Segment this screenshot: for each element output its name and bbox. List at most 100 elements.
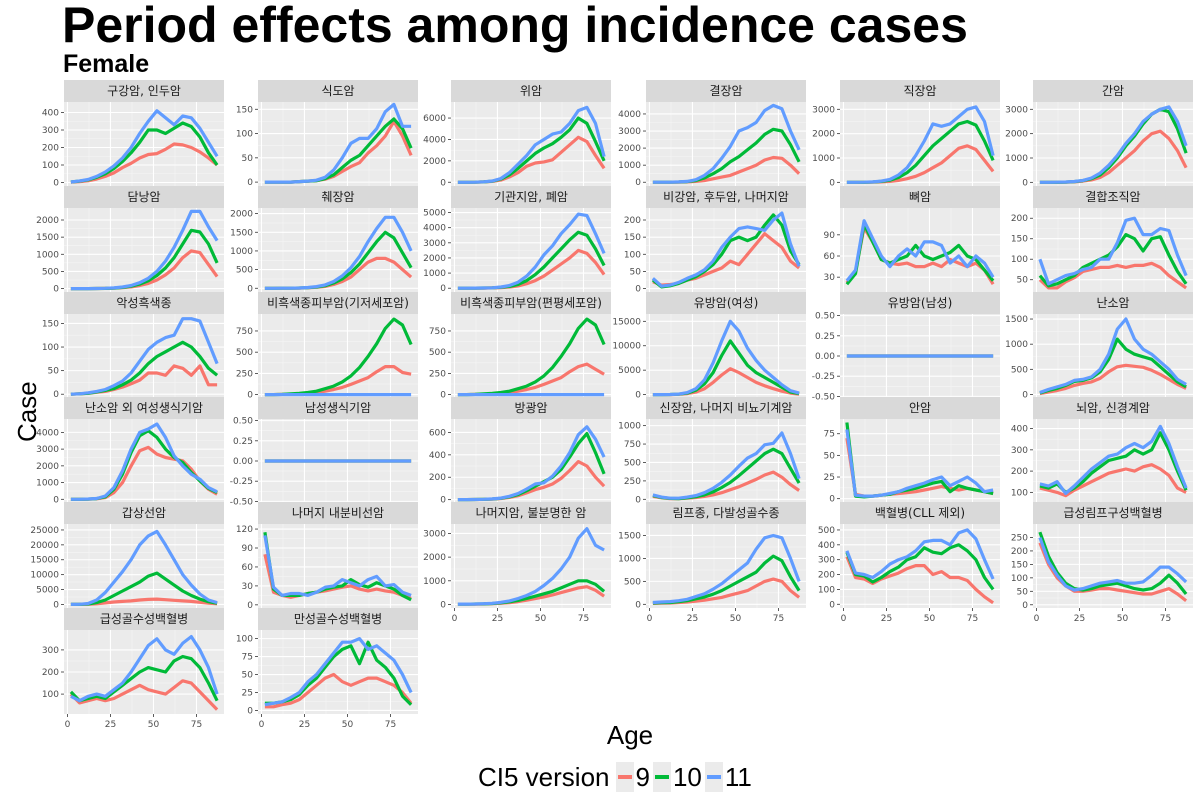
y-tick-label: 200 [1011, 547, 1028, 557]
y-tick-label: -0.50 [230, 497, 254, 507]
y-tick-label: 5000 [423, 209, 446, 219]
y-tick-label: 0 [440, 600, 446, 610]
y-tick-label: 250 [1011, 533, 1028, 543]
y-tick-label: 25000 [30, 526, 59, 536]
series-line-11 [264, 636, 413, 707]
series-line-11 [457, 105, 606, 184]
y-tick-label: 25 [242, 688, 253, 698]
legend-title: CI5 version [478, 761, 610, 792]
x-tick-label: 75 [578, 614, 589, 624]
facet-strip [451, 397, 611, 419]
panel-background [64, 524, 224, 608]
y-tick-label: 150 [1011, 560, 1028, 570]
facet-strip [840, 292, 1000, 314]
facet-panel: 갑상선암 0 5000 10000 15000 20000 25000 [30, 502, 224, 610]
y-tick-label: 0.50 [815, 312, 835, 322]
facet-panel: 기관지암, 폐암 0 1000 2000 3000 4000 5000 [423, 186, 611, 294]
y-tick-label: 750 [429, 327, 446, 337]
y-tick-label: 2000 [423, 254, 446, 264]
series-line-11 [70, 209, 219, 291]
panel-background [646, 102, 806, 186]
y-tick-label: 300 [818, 556, 835, 566]
y-tick-label: 500 [42, 267, 59, 277]
y-tick-label: 150 [1011, 235, 1028, 245]
y-tick-label: 15000 [612, 317, 641, 327]
y-tick-label: 3000 [618, 127, 641, 137]
y-tick-label: 400 [818, 541, 835, 551]
facet-strip-label: 췌장암 [321, 190, 354, 204]
y-tick-label: 50 [824, 451, 836, 461]
y-tick-label: 0 [53, 600, 59, 610]
x-tick-label: 50 [730, 614, 742, 624]
facet-strip-label: 방광암 [514, 401, 547, 415]
facet-strip [840, 80, 1000, 102]
y-tick-label: 0 [1022, 390, 1028, 400]
x-tick-label: 50 [535, 614, 547, 624]
series-line-11 [652, 533, 801, 605]
series-line-11 [264, 215, 413, 290]
series-line-10 [845, 543, 995, 591]
facet-strip-label: 유방암(남성) [888, 296, 953, 310]
y-tick-label: 500 [429, 348, 446, 358]
y-tick-label: 2000 [230, 210, 253, 220]
y-tick-label: 1500 [618, 531, 641, 541]
y-tick-label: 200 [1011, 214, 1028, 224]
y-tick-label: 3000 [812, 105, 835, 115]
y-tick-label: 0 [635, 391, 641, 401]
y-tick-label: 0 [635, 178, 641, 188]
panel-background [451, 524, 611, 608]
facet-strip [646, 292, 806, 314]
legend: CI5 version 9 10 11 [478, 761, 755, 793]
x-tick-label: 0 [1034, 614, 1040, 624]
y-tick-label: 2000 [423, 157, 446, 167]
y-tick-label: 200 [1011, 467, 1028, 477]
y-tick-label: 250 [236, 369, 253, 379]
facet-strip-label: 구강암, 인두암 [107, 84, 181, 98]
facet-strip [646, 80, 806, 102]
x-tick-label: 25 [881, 614, 892, 624]
y-tick-label: 500 [236, 266, 253, 276]
facet-strip [646, 186, 806, 208]
series-line-10 [1038, 531, 1188, 595]
series-line-11 [1039, 317, 1187, 395]
y-tick-label: 100 [1011, 574, 1028, 584]
facet-panel: 간암 0 1000 2000 3000 [1005, 80, 1193, 188]
y-tick-label: 500 [624, 577, 641, 587]
y-tick-label: 4000 [36, 428, 59, 438]
y-tick-label: 0 [53, 390, 59, 400]
y-tick-label: 0 [635, 285, 641, 295]
facet-strip [646, 397, 806, 419]
y-tick-label: 750 [624, 440, 641, 450]
y-tick-label: 2000 [618, 144, 641, 154]
chart-title: Period effects among incidence cases [62, 0, 968, 53]
y-tick-label: 0 [829, 600, 835, 610]
facet-panel: 식도암 0 50 100 150 [236, 80, 418, 188]
facet-strip-label: 식도암 [321, 84, 354, 98]
y-tick-label: 90 [242, 544, 254, 554]
facet-strip-label: 간암 [1102, 84, 1124, 98]
facet-panel: 림프종, 다발성골수종 0 500 1000 1500 0 25 50 75 [618, 502, 806, 624]
y-tick-label: 120 [236, 525, 253, 535]
y-tick-label: 25 [824, 473, 835, 483]
y-tick-label: 0 [635, 495, 641, 505]
y-tick-label: -0.25 [812, 372, 835, 382]
series-line-11 [845, 219, 995, 282]
y-tick-label: 60 [824, 252, 836, 262]
series-line-11 [652, 319, 800, 397]
x-tick-label: 75 [1160, 614, 1171, 624]
y-tick-label: 100 [1011, 255, 1028, 265]
x-tick-label: 25 [492, 614, 503, 624]
y-tick-label: 100 [42, 690, 59, 700]
y-tick-label: 100 [1011, 488, 1028, 498]
facet-panel: 유방암(여성) 0 5000 10000 15000 [612, 292, 806, 401]
facet-strip-label: 유방암(여성) [694, 296, 759, 310]
facet-strip-label: 백혈병(CLL 제외) [875, 506, 965, 520]
y-tick-label: -0.25 [230, 477, 253, 487]
facet-panel: 신장암, 나머지 비뇨기계암 0 250 500 750 1000 [618, 397, 806, 505]
facet-strip [840, 397, 1000, 419]
legend-label-10: 10 [672, 761, 702, 792]
facet-strip-label: 안암 [909, 401, 931, 415]
facet-strip-label: 급성골수성백혈병 [100, 612, 188, 626]
facet-strip [64, 186, 224, 208]
